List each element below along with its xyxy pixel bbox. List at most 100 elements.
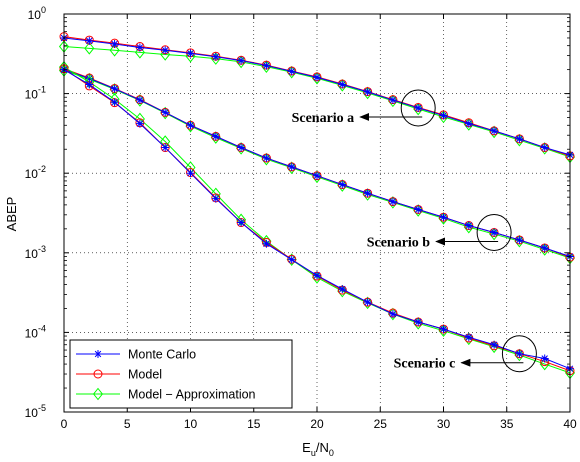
data-point-star — [186, 121, 195, 130]
data-point-star — [85, 36, 94, 45]
data-point-star — [161, 108, 170, 117]
data-point-star — [313, 73, 321, 82]
legend-entry: Model − Approximation — [76, 388, 256, 402]
data-point-star — [540, 354, 549, 363]
data-point-star — [414, 205, 423, 214]
data-point-star — [515, 349, 524, 358]
data-point-star — [135, 96, 144, 105]
data-point-star — [135, 43, 144, 52]
annotation-label: Scenario b — [367, 235, 431, 250]
y-tick-label: 10-3 — [25, 244, 46, 261]
data-point-star — [313, 171, 321, 180]
axes-frame — [63, 13, 571, 413]
x-axis-label: Eu/N0 — [302, 440, 334, 458]
data-point-star — [186, 169, 195, 178]
data-point-diamond — [92, 387, 104, 401]
annotation-label: Scenario c — [394, 357, 456, 372]
data-point-star — [211, 132, 220, 141]
legend-label: Monte Carlo — [128, 348, 196, 362]
data-point-star — [464, 221, 473, 230]
legend-entry: Monte Carlo — [76, 348, 196, 362]
data-point-star — [262, 154, 271, 163]
data-point-star — [313, 271, 321, 280]
data-point-star — [515, 134, 524, 143]
data-point-star — [414, 318, 423, 327]
data-point-star — [287, 67, 296, 76]
data-point-star — [490, 126, 499, 135]
annotation: Scenario b — [367, 213, 512, 251]
data-point-diamond — [84, 42, 95, 55]
annotation-ellipse — [400, 89, 436, 127]
legend-label: Model − Approximation — [128, 388, 256, 402]
x-tick-label: 25 — [374, 417, 388, 431]
data-point-diamond — [109, 43, 120, 57]
data-point-star — [363, 87, 372, 96]
data-point-star — [490, 228, 499, 237]
data-point-circle — [93, 369, 103, 379]
data-point-star — [540, 243, 549, 252]
data-point-star — [237, 218, 246, 227]
scenario-group — [58, 32, 576, 164]
data-point-star — [211, 194, 220, 203]
data-point-star — [237, 56, 246, 65]
y-tick-label: 10-5 — [25, 403, 46, 420]
data-point-star — [110, 39, 119, 48]
annotation: Scenario c — [394, 335, 537, 373]
data-point-star — [363, 298, 372, 307]
data-point-star — [338, 285, 347, 294]
data-point-star — [439, 325, 448, 334]
data-point-star — [262, 61, 271, 70]
data-point-star — [262, 239, 271, 248]
data-point-star — [94, 350, 102, 358]
data-point-star — [388, 96, 397, 105]
data-point-diamond — [134, 46, 145, 59]
x-tick-label: 20 — [310, 417, 324, 431]
data-point-star — [338, 80, 347, 89]
data-point-star — [464, 333, 473, 342]
annotation-ellipse — [476, 213, 512, 251]
data-point-star — [287, 162, 296, 171]
annotation-label: Scenario a — [292, 111, 355, 126]
x-tick-label: 5 — [124, 417, 131, 431]
y-axis-label: ABEP — [4, 197, 19, 232]
data-point-star — [363, 189, 372, 198]
x-tick-label: 30 — [437, 417, 451, 431]
data-point-star — [161, 46, 170, 55]
data-point-star — [540, 143, 549, 152]
y-tick-label: 10-4 — [25, 323, 46, 340]
data-point-star — [439, 213, 448, 222]
data-point-star — [515, 235, 524, 244]
data-point-star — [110, 98, 119, 107]
data-point-star — [388, 197, 397, 206]
data-point-star — [414, 103, 423, 112]
legend-entry: Model — [76, 368, 162, 382]
data-point-star — [186, 49, 195, 58]
data-point-diamond — [210, 131, 221, 144]
legend: Monte Carlo Model Model − Approximation — [69, 339, 293, 409]
data-point-star — [490, 340, 499, 349]
data-point-star — [287, 255, 296, 264]
annotations: Scenario a Scenario b Scenario c — [292, 89, 537, 373]
scenario-group — [58, 60, 576, 380]
x-tick-label: 0 — [61, 417, 68, 431]
data-point-star — [110, 84, 119, 93]
y-tick-label: 10-2 — [25, 164, 46, 181]
legend-label: Model — [128, 368, 162, 382]
annotation-ellipse — [501, 335, 537, 373]
data-point-star — [85, 80, 94, 89]
y-tick-label: 10-1 — [25, 85, 46, 102]
data-point-star — [338, 180, 347, 189]
annotation: Scenario a — [292, 89, 436, 127]
tick-labels: 0 5 10 15 20 25 30 35 40 100 10-1 10-2 10-3 10-4 10-5 — [25, 5, 577, 431]
x-tick-label: 10 — [184, 417, 198, 431]
y-tick-label: 100 — [28, 5, 46, 22]
data-point-star — [464, 119, 473, 128]
data-point-star — [388, 310, 397, 319]
data-point-diamond — [185, 49, 196, 63]
data-point-star — [439, 111, 448, 120]
x-tick-label: 35 — [500, 417, 514, 431]
data-point-star — [211, 52, 220, 61]
data-point-star — [161, 143, 170, 152]
data-point-star — [85, 74, 94, 83]
